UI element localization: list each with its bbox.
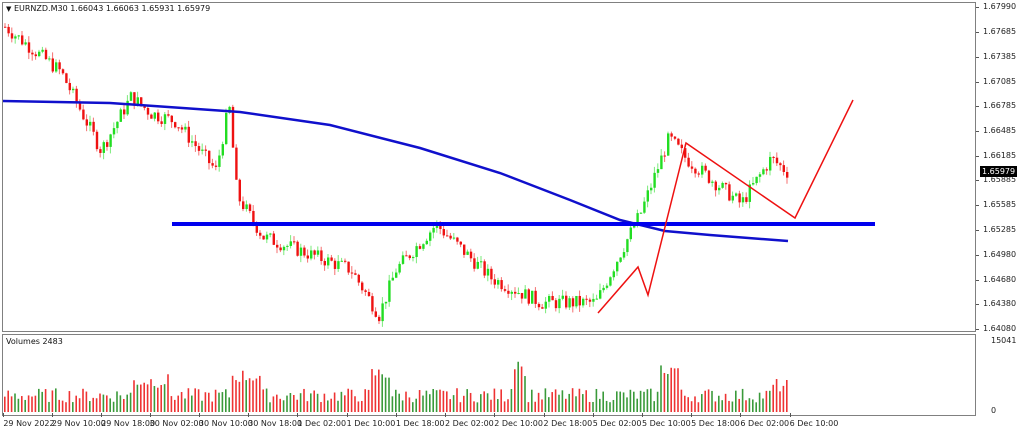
price-axis-tick xyxy=(976,279,979,281)
time-axis-label: 6 Dec 02:00 xyxy=(740,419,790,428)
time-axis-label: 2 Dec 18:00 xyxy=(543,419,593,428)
price-axis-tick xyxy=(976,106,979,108)
price-axis-tick xyxy=(976,81,979,83)
price-pane[interactable] xyxy=(2,2,976,332)
price-axis-label: 1.65885 xyxy=(983,175,1017,185)
time-axis-label: 30 Nov 18:00 xyxy=(248,419,303,428)
volume-axis-min: 0 xyxy=(991,406,997,415)
triangle-down-icon[interactable]: ▼ xyxy=(6,5,12,13)
time-axis-label: 2 Dec 10:00 xyxy=(494,419,543,428)
time-axis-label: 29 Nov 18:00 xyxy=(101,419,156,428)
chart-header: ▼ EURNZD.M30 1.66043 1.66063 1.65931 1.6… xyxy=(6,4,210,13)
volume-title: Volumes 2483 xyxy=(6,337,63,346)
current-price-tag: 1.65979 xyxy=(980,166,1018,177)
time-axis-label: 30 Nov 10:00 xyxy=(198,419,253,428)
price-axis-tick xyxy=(976,254,979,256)
price-axis-tick xyxy=(976,130,979,132)
high-value: 1.66063 xyxy=(105,4,139,13)
time-axis-label: 1 Dec 18:00 xyxy=(395,419,445,428)
time-axis-tick xyxy=(51,413,53,417)
time-axis-label: 29 Nov 10:00 xyxy=(51,419,106,428)
price-axis-label: 1.66185 xyxy=(983,150,1017,160)
time-axis-tick xyxy=(3,413,5,417)
time-axis-tick xyxy=(789,413,791,417)
time-axis-tick xyxy=(445,413,447,417)
time-axis-label: 5 Dec 10:00 xyxy=(641,419,691,428)
price-axis-label: 1.64080 xyxy=(983,324,1017,333)
time-axis-tick xyxy=(346,413,348,417)
price-axis-label: 1.65585 xyxy=(983,200,1017,210)
price-axis-tick xyxy=(976,329,979,330)
price-axis-tick xyxy=(976,56,979,58)
price-axis-tick xyxy=(976,205,979,207)
time-axis-label: 5 Dec 18:00 xyxy=(691,419,740,428)
time-axis-tick xyxy=(297,413,299,417)
time-axis-tick xyxy=(149,413,151,417)
time-axis-tick xyxy=(740,413,742,417)
price-axis-label: 1.66485 xyxy=(983,125,1017,135)
time-axis-tick xyxy=(641,413,643,417)
price-axis-tick xyxy=(976,229,979,231)
price-axis-label: 1.64380 xyxy=(983,299,1017,309)
time-axis-tick xyxy=(494,413,496,417)
time-axis-label: 5 Dec 02:00 xyxy=(592,419,642,428)
price-axis-label: 1.67685 xyxy=(983,27,1017,37)
price-axis-tick xyxy=(976,7,979,8)
price-axis-label: 1.65285 xyxy=(983,224,1017,234)
time-axis-label: 1 Dec 02:00 xyxy=(297,419,347,428)
low-value: 1.65931 xyxy=(141,4,175,13)
open-value: 1.66043 xyxy=(70,4,104,13)
time-axis-label: 30 Nov 02:00 xyxy=(149,419,204,428)
price-axis-label: 1.66785 xyxy=(983,101,1017,111)
symbol-label: EURNZD.M30 xyxy=(13,4,68,13)
price-axis-label: 1.67385 xyxy=(983,51,1017,61)
price-axis-label: 1.64680 xyxy=(983,274,1017,284)
volume-axis-max: 15041 xyxy=(991,336,1017,345)
time-axis-tick xyxy=(691,413,693,417)
price-axis-label: 1.67990 xyxy=(983,2,1017,11)
time-axis-label: 2 Dec 02:00 xyxy=(445,419,494,428)
price-axis-label: 1.67085 xyxy=(983,76,1017,86)
price-axis-tick xyxy=(976,155,979,157)
time-axis-label: 29 Nov 2022 xyxy=(3,419,55,428)
time-axis-tick xyxy=(198,413,200,417)
time-axis-label: 1 Dec 10:00 xyxy=(346,419,396,428)
time-axis-label: 6 Dec 10:00 xyxy=(789,419,839,428)
time-axis-tick xyxy=(543,413,545,417)
price-axis-label: 1.64980 xyxy=(983,249,1017,259)
price-axis-tick xyxy=(976,180,979,182)
time-axis-tick xyxy=(101,413,103,417)
time-axis-tick xyxy=(592,413,594,417)
price-axis-tick xyxy=(976,32,979,34)
time-axis-tick xyxy=(248,413,250,417)
close-value: 1.65979 xyxy=(177,4,211,13)
time-axis-tick xyxy=(395,413,397,417)
price-axis-tick xyxy=(976,304,979,306)
